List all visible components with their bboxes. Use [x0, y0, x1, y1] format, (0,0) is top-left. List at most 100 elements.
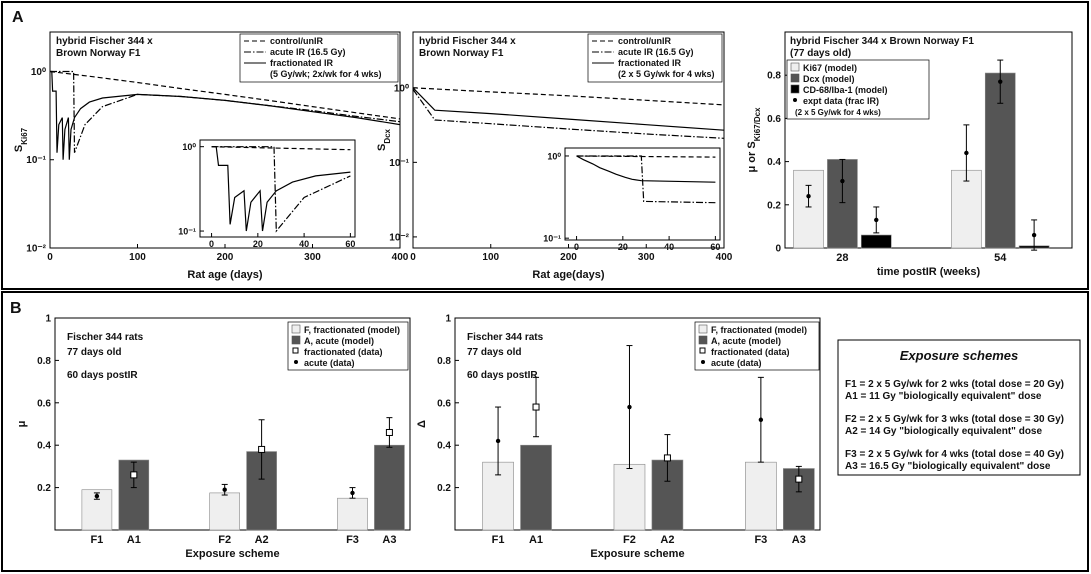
- x-tick-label: A3: [792, 534, 806, 546]
- legend-label: F, fractionated (model): [304, 325, 400, 335]
- y-axis-label: μ or SKi67/Dcx: [746, 107, 762, 173]
- scheme-line: A2 = 14 Gy "biologically equivalent" dos…: [845, 426, 1042, 437]
- annotation: Fischer 344 rats: [67, 332, 144, 343]
- y-tick-label: 10⁻²: [389, 232, 409, 243]
- bar: [793, 169, 824, 249]
- x-tick-label: F2: [623, 534, 636, 546]
- chart-title: hybrid Fischer 344 x Brown Norway F1: [790, 36, 974, 47]
- y-axis-label-sub: Ki67: [20, 127, 29, 144]
- data-point: [874, 217, 879, 223]
- panel-frame: [1, 1, 1089, 290]
- legend-marker: [793, 98, 797, 102]
- legend-frame: [239, 33, 399, 83]
- series-line: [211, 146, 351, 151]
- legend-frame: [786, 59, 930, 120]
- x-tick-label: A2: [660, 534, 674, 546]
- x-tick-label: 100: [482, 252, 499, 263]
- series-line: [412, 87, 725, 131]
- legend-label: fractionated (data): [711, 347, 790, 357]
- data-point: [222, 487, 227, 492]
- y-tick-label: 0.6: [437, 398, 451, 409]
- y-tick-label: 0.8: [37, 356, 51, 367]
- y-axis-label-sub: Dcx: [383, 128, 392, 143]
- panel-label: B: [10, 300, 22, 317]
- bar: [337, 497, 368, 531]
- y-axis-label-main: μ or S: [746, 141, 758, 172]
- y-tick-label: 10⁰: [547, 151, 561, 161]
- y-tick-label: 10⁻¹: [389, 158, 409, 169]
- legend-label: acute (data): [304, 358, 355, 368]
- x-axis-label: time postIR (weeks): [877, 266, 981, 278]
- legend-marker: [294, 360, 298, 364]
- x-tick-label: A2: [255, 534, 269, 546]
- legend-label: control/unIR: [270, 36, 323, 46]
- legend-label: CD-68/Iba-1 (model): [803, 85, 888, 95]
- legend-label: fractionated (data): [304, 347, 383, 357]
- scheme-line: F2 = 2 x 5 Gy/wk for 3 wks (total dose =…: [845, 414, 1064, 425]
- legend-label: acute (data): [711, 358, 762, 368]
- legend-swatch: [291, 335, 301, 345]
- y-tick-label: 0.6: [37, 398, 51, 409]
- x-tick-label: 300: [638, 252, 655, 263]
- y-axis-label-main: S: [13, 145, 25, 152]
- x-tick-label: 60: [345, 239, 355, 249]
- y-tick-label: 1: [45, 314, 51, 325]
- x-tick-label: F1: [492, 534, 505, 546]
- data-point: [627, 404, 632, 410]
- bar: [951, 169, 982, 249]
- data-point: [258, 445, 266, 453]
- series-line: [49, 70, 401, 120]
- series-line: [50, 70, 401, 160]
- x-tick-label: 0: [574, 242, 579, 252]
- legend-marker: [699, 347, 706, 354]
- x-tick-label: 400: [392, 252, 409, 263]
- data-point: [94, 493, 100, 499]
- annotation: 60 days postIR: [67, 370, 138, 381]
- y-tick-label: 10⁰: [182, 142, 196, 152]
- bar-chart: 0.2 0.4 0.6 0.8 1 F1 A1 F2 A2 F3 A3 Fischer 344 rat…: [16, 314, 411, 560]
- y-tick-label: 10⁰: [394, 83, 409, 94]
- plot-frame: [199, 139, 356, 238]
- legend-note: (5 Gy/wk; 2x/wk for 4 wks): [270, 69, 382, 79]
- legend-swatch: [698, 324, 708, 334]
- data-point: [385, 428, 393, 436]
- x-tick-label: 300: [304, 252, 321, 263]
- x-tick-label: 0: [47, 252, 53, 263]
- data-point: [495, 438, 501, 444]
- x-tick-label: 200: [560, 252, 577, 263]
- annotation: 60 days postIR: [467, 370, 538, 381]
- data-point: [350, 490, 355, 496]
- y-axis-label: Δ: [416, 420, 428, 428]
- x-tick-label: 60: [710, 242, 720, 252]
- y-tick-label: 10⁻¹: [543, 234, 561, 244]
- y-tick-label: 0.2: [767, 200, 781, 211]
- panel-label: A: [12, 9, 24, 26]
- bar-chart: 0 0.2 0.4 0.6 0.8 28 54 hybrid Fischer 344 x Br…: [746, 31, 1073, 278]
- y-axis-label-main: μ: [16, 421, 28, 428]
- legend-note: (2 x 5 Gy/wk for 4 wks): [795, 108, 881, 117]
- y-tick-label: 0.8: [767, 71, 781, 82]
- data-point: [758, 417, 764, 422]
- y-tick-label: 0.8: [437, 356, 451, 367]
- x-tick-label: F3: [754, 534, 767, 546]
- y-axis-label-main: Δ: [416, 420, 428, 428]
- legend-label: F, fractionated (model): [711, 325, 807, 335]
- legend-label: fractionated IR: [618, 58, 682, 68]
- legend-swatch: [698, 335, 708, 345]
- legend-label: Dcx (model): [803, 74, 855, 84]
- x-axis-label: Rat age (days): [187, 269, 263, 281]
- series-line: [412, 89, 725, 139]
- legend-label: fractionated IR: [270, 58, 334, 68]
- exposure-box: Exposure schemes F1 = 2 x 5 Gy/wk for 2 …: [837, 339, 1081, 476]
- scheme-line: F1 = 2 x 5 Gy/wk for 2 wks (total dose =…: [845, 379, 1064, 390]
- y-tick-label: 1: [445, 314, 451, 325]
- legend-marker: [701, 360, 705, 364]
- legend-swatch: [790, 73, 800, 83]
- legend-frame: [587, 33, 723, 83]
- panel-frame: [1, 291, 1089, 572]
- chart-title: (77 days old): [790, 48, 851, 59]
- legend-label: control/unIR: [618, 36, 671, 46]
- annotation: 77 days old: [467, 347, 521, 358]
- data-point: [663, 454, 671, 462]
